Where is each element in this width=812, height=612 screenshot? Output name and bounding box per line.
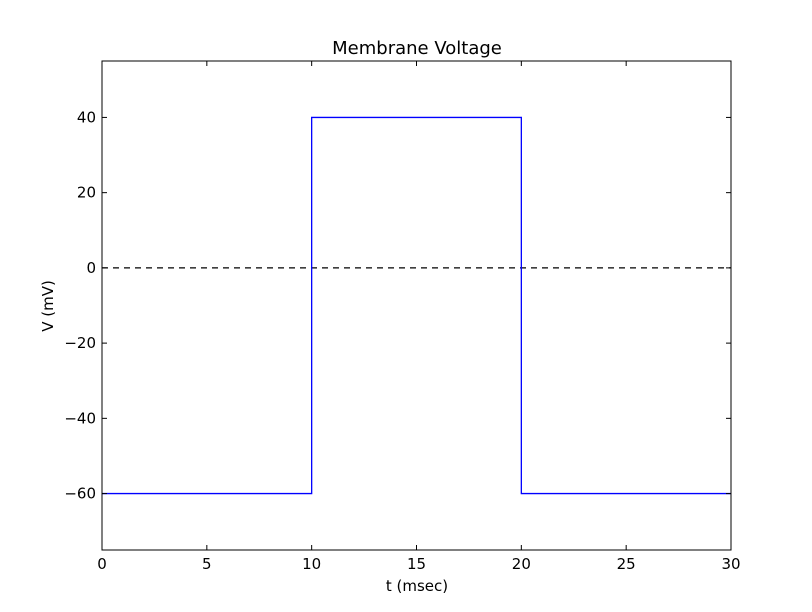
y-tick-label: 40 [77, 108, 96, 126]
axis-ticks: 0 5 10 15 20 25 30 −60 −40 −20 0 20 40 [64, 61, 741, 573]
x-tick-label: 30 [721, 555, 740, 573]
y-axis-label: V (mV) [39, 280, 57, 332]
y-tick-label: −60 [64, 485, 96, 503]
plot-area [102, 116, 731, 495]
x-axis-label: t (msec) [386, 577, 448, 595]
y-tick-label: 20 [77, 184, 96, 202]
chart-title: Membrane Voltage [332, 38, 502, 59]
y-tick-label: 0 [86, 259, 96, 277]
voltage-series-line [102, 116, 731, 495]
x-tick-label: 0 [97, 555, 107, 573]
x-tick-label: 25 [617, 555, 636, 573]
x-tick-label: 5 [202, 555, 212, 573]
y-tick-label: −40 [64, 409, 96, 427]
x-tick-label: 20 [512, 555, 531, 573]
x-tick-label: 10 [302, 555, 321, 573]
x-tick-label: 15 [407, 555, 426, 573]
y-tick-label: −20 [64, 334, 96, 352]
